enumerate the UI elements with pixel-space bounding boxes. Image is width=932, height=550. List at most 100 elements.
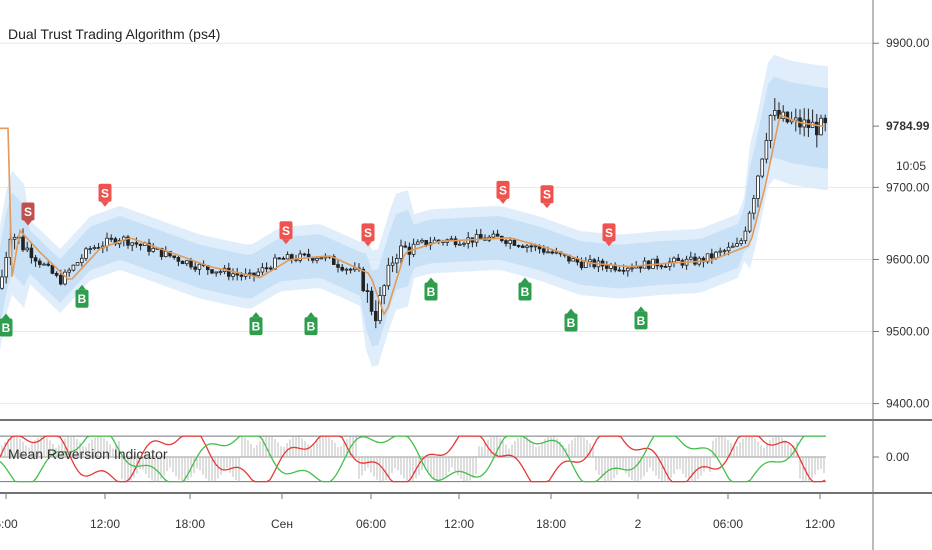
candle-body [336,264,340,268]
candle-body [462,242,466,245]
candle-body [815,121,819,136]
candle-body [478,234,483,239]
candle-body [239,274,244,277]
candle-body [46,263,50,266]
countdown-label: 10:05 [896,159,926,173]
candle-body [731,245,735,248]
candle-body [399,245,403,259]
candle-body [415,241,420,245]
candle-body [663,266,668,268]
buy-signal: B [75,284,89,308]
time-label: 6:00 [0,517,18,531]
sell-signal: S [602,223,616,247]
signal-label: S [101,186,109,200]
time-label: 18:00 [175,517,205,531]
candle-body [621,269,626,272]
candle-body [403,245,407,248]
candle-body [365,290,370,293]
candle-body [760,158,764,177]
candle-body [172,255,177,258]
candle-body [75,262,80,266]
candle-body [218,271,223,274]
candle-body [260,267,265,273]
candle-body [382,285,386,297]
candle-body [605,265,609,269]
osc-green-line [0,435,825,483]
candle-body [42,263,46,266]
candle-body [655,258,659,267]
candle-body [38,260,42,265]
candle-body [54,272,59,276]
time-label: 06:00 [356,517,386,531]
sell-signal: S [361,223,375,247]
candle-body [735,243,739,247]
candle-body [521,245,525,248]
candle-body [668,261,672,267]
candle-body [285,254,290,260]
time-label: 12:00 [90,517,120,531]
candle-body [420,239,424,243]
candle-body [752,198,756,214]
signal-label: S [24,205,32,219]
candle-body [373,310,378,322]
sell-signal: S [540,185,554,209]
candle-body [33,257,38,262]
osc-label: 0.00 [886,450,910,464]
candle-body [214,271,219,274]
candle-body [449,238,454,241]
candle-body [676,257,680,261]
time-label: 18:00 [536,517,566,531]
candle-body [823,117,827,124]
candle-body [193,266,198,270]
candle-body [529,245,533,248]
candle-body [672,257,676,263]
candle-body [512,239,517,246]
price-label: 9500.00 [886,325,930,339]
candle-body [235,273,240,276]
time-label: 06:00 [713,517,743,531]
candle-body [579,261,584,268]
candle-body [390,262,395,266]
candle-body [348,268,353,271]
candle-body [197,263,202,270]
buy-signal: B [518,277,532,301]
candle-body [714,251,718,259]
price-label: 9600.00 [886,252,930,266]
candle-body [689,256,693,260]
candle-body [369,290,374,312]
candle-body [756,175,760,199]
signal-label: B [78,292,87,306]
candle-body [361,268,365,292]
candle-body [281,257,286,260]
candle-body [525,245,529,248]
candle-body [210,269,214,274]
candle-body [516,245,521,247]
buy-signal: B [249,312,263,336]
candle-body [554,251,559,254]
candle-body [743,230,748,242]
sell-signal: S [496,180,510,204]
candle-body [126,236,130,246]
sell-signal: S [98,183,112,207]
candle-body [693,256,697,265]
candle-body [0,276,4,289]
candle-body [25,247,29,251]
candle-body [109,237,114,240]
candle-body [226,267,231,277]
candle-body [424,239,428,246]
signal-label: B [567,316,576,330]
candle-body [571,258,575,262]
candle-body [474,234,479,243]
candle-body [533,245,538,248]
candle-body [710,253,714,259]
candle-body [542,248,546,253]
candle-body [180,260,185,265]
candle-body [495,233,500,237]
time-label: 12:00 [805,517,835,531]
candle-body [331,256,336,265]
last-price-label: 9784.99 [886,119,930,133]
candle-body [773,110,777,116]
time-label: 12:00 [444,517,474,531]
candle-body [504,240,508,244]
candle-body [71,264,76,271]
